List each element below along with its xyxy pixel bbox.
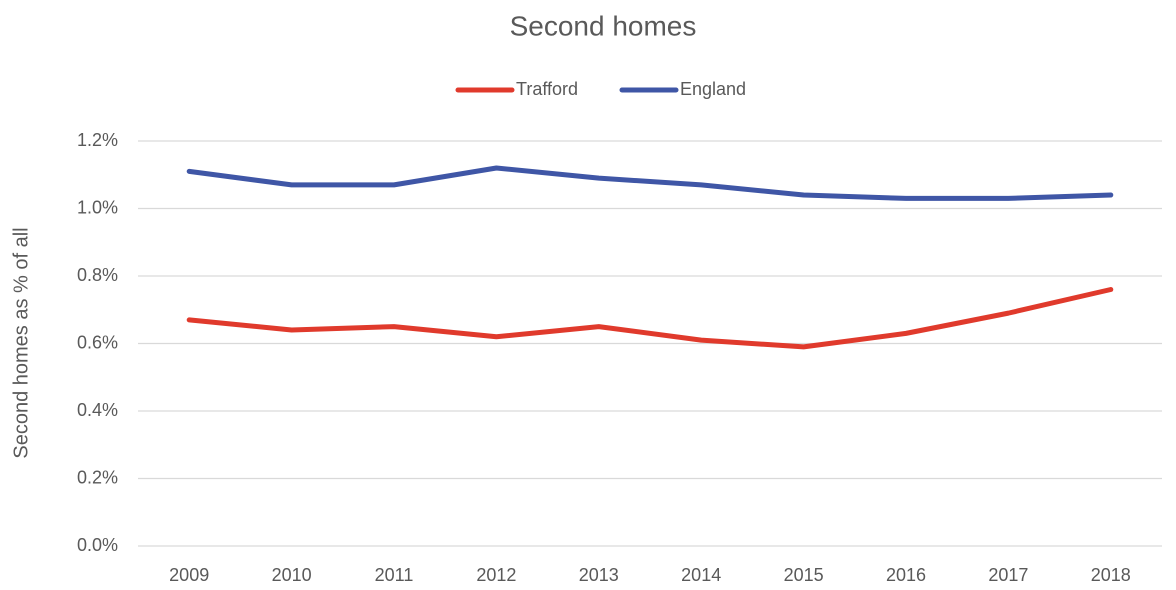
x-tick-label: 2011	[375, 565, 414, 585]
chart-title: Second homes	[510, 10, 697, 41]
x-tick-label: 2012	[476, 565, 516, 585]
x-tick-label: 2014	[681, 565, 721, 585]
x-tick-label: 2018	[1091, 565, 1131, 585]
x-tick-label: 2013	[579, 565, 619, 585]
y-tick-label: 0.4%	[77, 400, 118, 420]
line-series	[186, 165, 1114, 201]
line-series	[186, 287, 1114, 350]
x-tick-label: 2016	[886, 565, 926, 585]
y-tick-label: 0.0%	[77, 535, 118, 555]
x-tick-label: 2015	[784, 565, 824, 585]
x-tick-label: 2010	[272, 565, 312, 585]
legend-label: Trafford	[516, 79, 578, 99]
y-tick-label: 0.2%	[77, 467, 118, 487]
x-tick-label: 2017	[988, 565, 1028, 585]
y-axis-label: Second homes as % of all	[10, 227, 32, 458]
y-tick-label: 0.6%	[77, 332, 118, 352]
y-tick-label: 1.0%	[77, 197, 118, 217]
y-tick-label: 1.2%	[77, 130, 118, 150]
y-tick-label: 0.8%	[77, 265, 118, 285]
legend-label: England	[680, 79, 746, 99]
x-tick-label: 2009	[169, 565, 209, 585]
